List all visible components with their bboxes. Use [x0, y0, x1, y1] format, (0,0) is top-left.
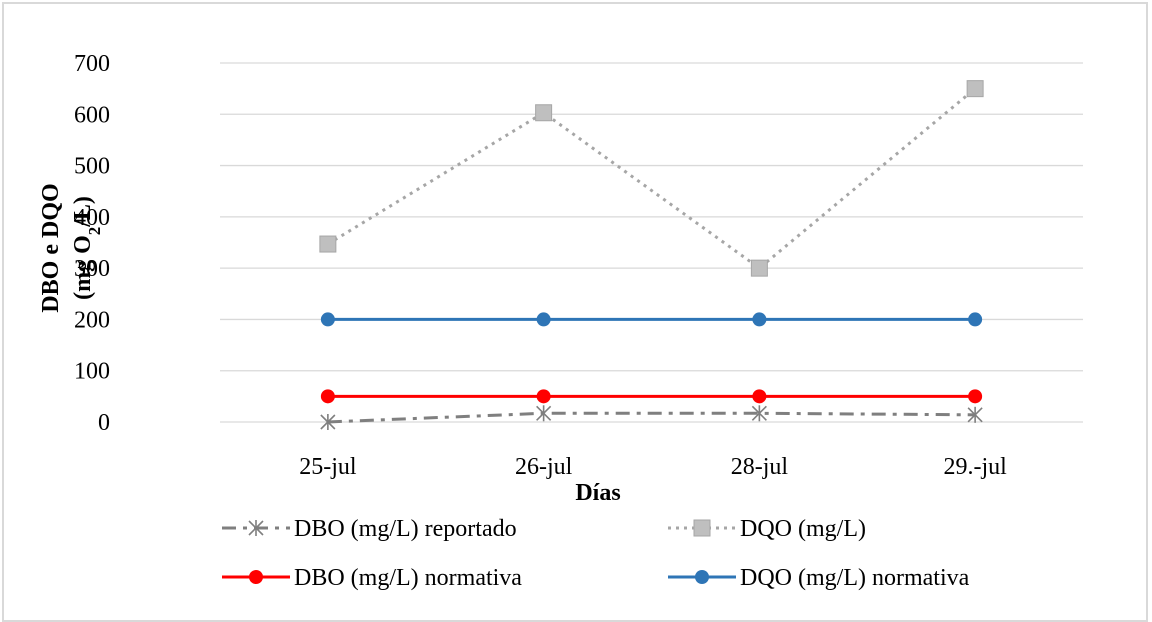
legend-label: DBO (mg/L) reportado [294, 516, 517, 542]
series [320, 312, 983, 327]
x-tick-label: 29.-jul [943, 454, 1007, 480]
gridlines [220, 62, 1083, 423]
legend-label: DBO (mg/L) normativa [294, 565, 522, 591]
legend: DBO (mg/L) reportado DQO (mg/L) DBO (mg/L)… [222, 516, 970, 591]
legend-marker [249, 570, 263, 584]
legend-item: DQO (mg/L) normativa [668, 565, 970, 591]
data-point [320, 312, 335, 327]
data-point [536, 312, 551, 327]
data-point [536, 389, 551, 404]
legend-item: DQO (mg/L) [668, 516, 866, 542]
series-lines [319, 80, 984, 430]
y-axis-title-suffix: /L) [70, 196, 96, 228]
y-axis-title-prefix: (mg O [70, 235, 96, 300]
y-tick-label: 300 [74, 256, 110, 282]
data-point [320, 389, 335, 404]
data-point [968, 312, 983, 327]
data-point [752, 389, 767, 404]
x-tick-label: 26-jul [515, 454, 573, 480]
legend-marker [693, 519, 711, 537]
y-tick-label: 500 [74, 154, 110, 180]
legend-label: DQO (mg/L) [740, 516, 866, 542]
legend-marker [248, 520, 264, 536]
y-tick-label: 100 [74, 359, 110, 385]
data-point [319, 235, 337, 253]
series [320, 389, 983, 404]
data-point [752, 312, 767, 327]
y-axis-title-line2: (mg O2/L) [70, 196, 104, 300]
line-chart: 0 100 200 300 400 500 600 700 25-jul 26-jul 28-ju… [38, 51, 1083, 591]
data-point [966, 80, 984, 98]
data-point [535, 104, 553, 122]
data-point [536, 405, 552, 422]
legend-item: DBO (mg/L) normativa [222, 565, 522, 591]
series [319, 80, 984, 277]
y-axis-title: DBO e DQO (mg O2/L) [38, 183, 104, 312]
x-axis-title: Días [575, 480, 620, 506]
series [320, 405, 983, 430]
legend-marker [695, 570, 709, 584]
data-point [750, 259, 768, 277]
series-line [327, 87, 977, 271]
y-tick-label: 0 [98, 410, 110, 436]
data-point [320, 414, 336, 430]
y-axis-ticks: 0 100 200 300 400 500 600 700 [74, 51, 110, 436]
y-tick-label: 600 [74, 102, 110, 128]
y-tick-label: 200 [74, 307, 110, 333]
y-axis-title-subscript: 2 [85, 227, 104, 236]
x-tick-label: 28-jul [731, 454, 789, 480]
y-axis-title-line1: DBO e DQO [38, 183, 64, 312]
y-tick-label: 400 [74, 205, 110, 231]
data-point [967, 406, 983, 423]
data-point [751, 405, 767, 422]
legend-item: DBO (mg/L) reportado [222, 516, 517, 542]
legend-label: DQO (mg/L) normativa [740, 565, 970, 591]
series-line [327, 411, 976, 424]
data-point [968, 389, 983, 404]
x-axis-ticks: 25-jul 26-jul 28-jul 29.-jul [299, 454, 1007, 480]
y-tick-label: 700 [74, 51, 110, 77]
x-tick-label: 25-jul [299, 454, 357, 480]
